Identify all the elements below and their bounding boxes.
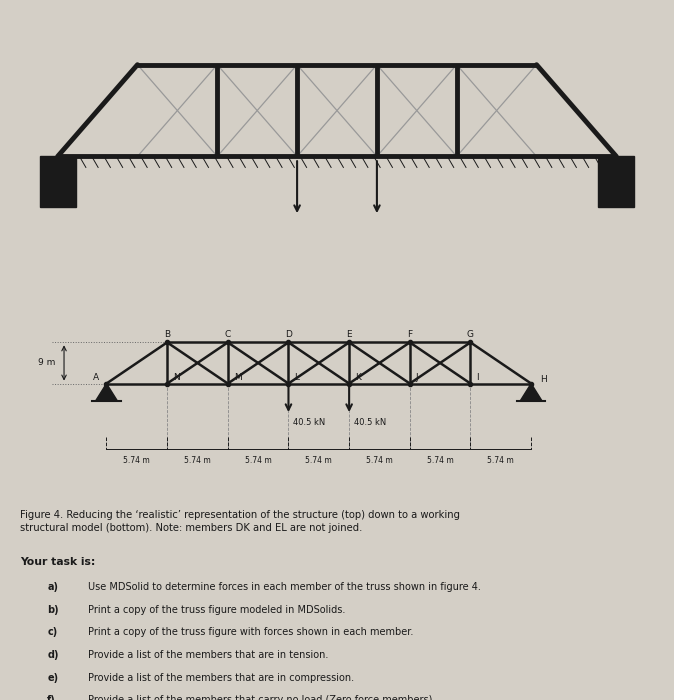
Text: Your task is:: Your task is: <box>20 557 96 567</box>
Polygon shape <box>520 384 542 401</box>
Text: Provide a list of the members that are in compression.: Provide a list of the members that are i… <box>88 673 354 682</box>
Text: Print a copy of the truss figure with forces shown in each member.: Print a copy of the truss figure with fo… <box>88 627 413 638</box>
Text: 5.74 m: 5.74 m <box>184 456 211 465</box>
Text: f): f) <box>47 695 56 700</box>
Polygon shape <box>96 384 117 401</box>
FancyBboxPatch shape <box>40 156 75 207</box>
Text: e): e) <box>47 673 59 682</box>
Text: G: G <box>467 330 474 340</box>
Text: Use MDSolid to determine forces in each member of the truss shown in figure 4.: Use MDSolid to determine forces in each … <box>88 582 481 592</box>
Text: E: E <box>346 330 352 340</box>
Text: 5.74 m: 5.74 m <box>245 456 272 465</box>
Text: c): c) <box>47 627 57 638</box>
Text: 9 m: 9 m <box>38 358 55 368</box>
Text: a): a) <box>47 582 58 592</box>
Text: J: J <box>416 372 419 382</box>
Text: A: A <box>93 372 99 382</box>
Text: N: N <box>173 372 180 382</box>
Text: Figure 4. Reducing the ‘realistic’ representation of the structure (top) down to: Figure 4. Reducing the ‘realistic’ repre… <box>20 510 460 533</box>
Text: Provide a list of the members that are in tension.: Provide a list of the members that are i… <box>88 650 328 660</box>
Text: 5.74 m: 5.74 m <box>487 456 514 465</box>
Text: I: I <box>477 372 479 382</box>
Text: M: M <box>234 372 241 382</box>
Text: Provide a list of the members that carry no load (Zero force members).: Provide a list of the members that carry… <box>88 695 435 700</box>
Text: d): d) <box>47 650 59 660</box>
Text: H: H <box>541 374 547 384</box>
Text: 5.74 m: 5.74 m <box>427 456 454 465</box>
Text: 40.5 kN: 40.5 kN <box>293 419 326 428</box>
Text: 5.74 m: 5.74 m <box>305 456 332 465</box>
FancyBboxPatch shape <box>599 156 634 207</box>
Text: b): b) <box>47 605 59 615</box>
Text: D: D <box>285 330 292 340</box>
Text: F: F <box>407 330 412 340</box>
Text: 5.74 m: 5.74 m <box>366 456 393 465</box>
Text: K: K <box>355 372 361 382</box>
Text: 40.5 kN: 40.5 kN <box>354 419 386 428</box>
Text: 5.74 m: 5.74 m <box>123 456 150 465</box>
Text: Print a copy of the truss figure modeled in MDSolids.: Print a copy of the truss figure modeled… <box>88 605 345 615</box>
Text: C: C <box>224 330 231 340</box>
Text: B: B <box>164 330 171 340</box>
Text: L: L <box>295 372 299 382</box>
